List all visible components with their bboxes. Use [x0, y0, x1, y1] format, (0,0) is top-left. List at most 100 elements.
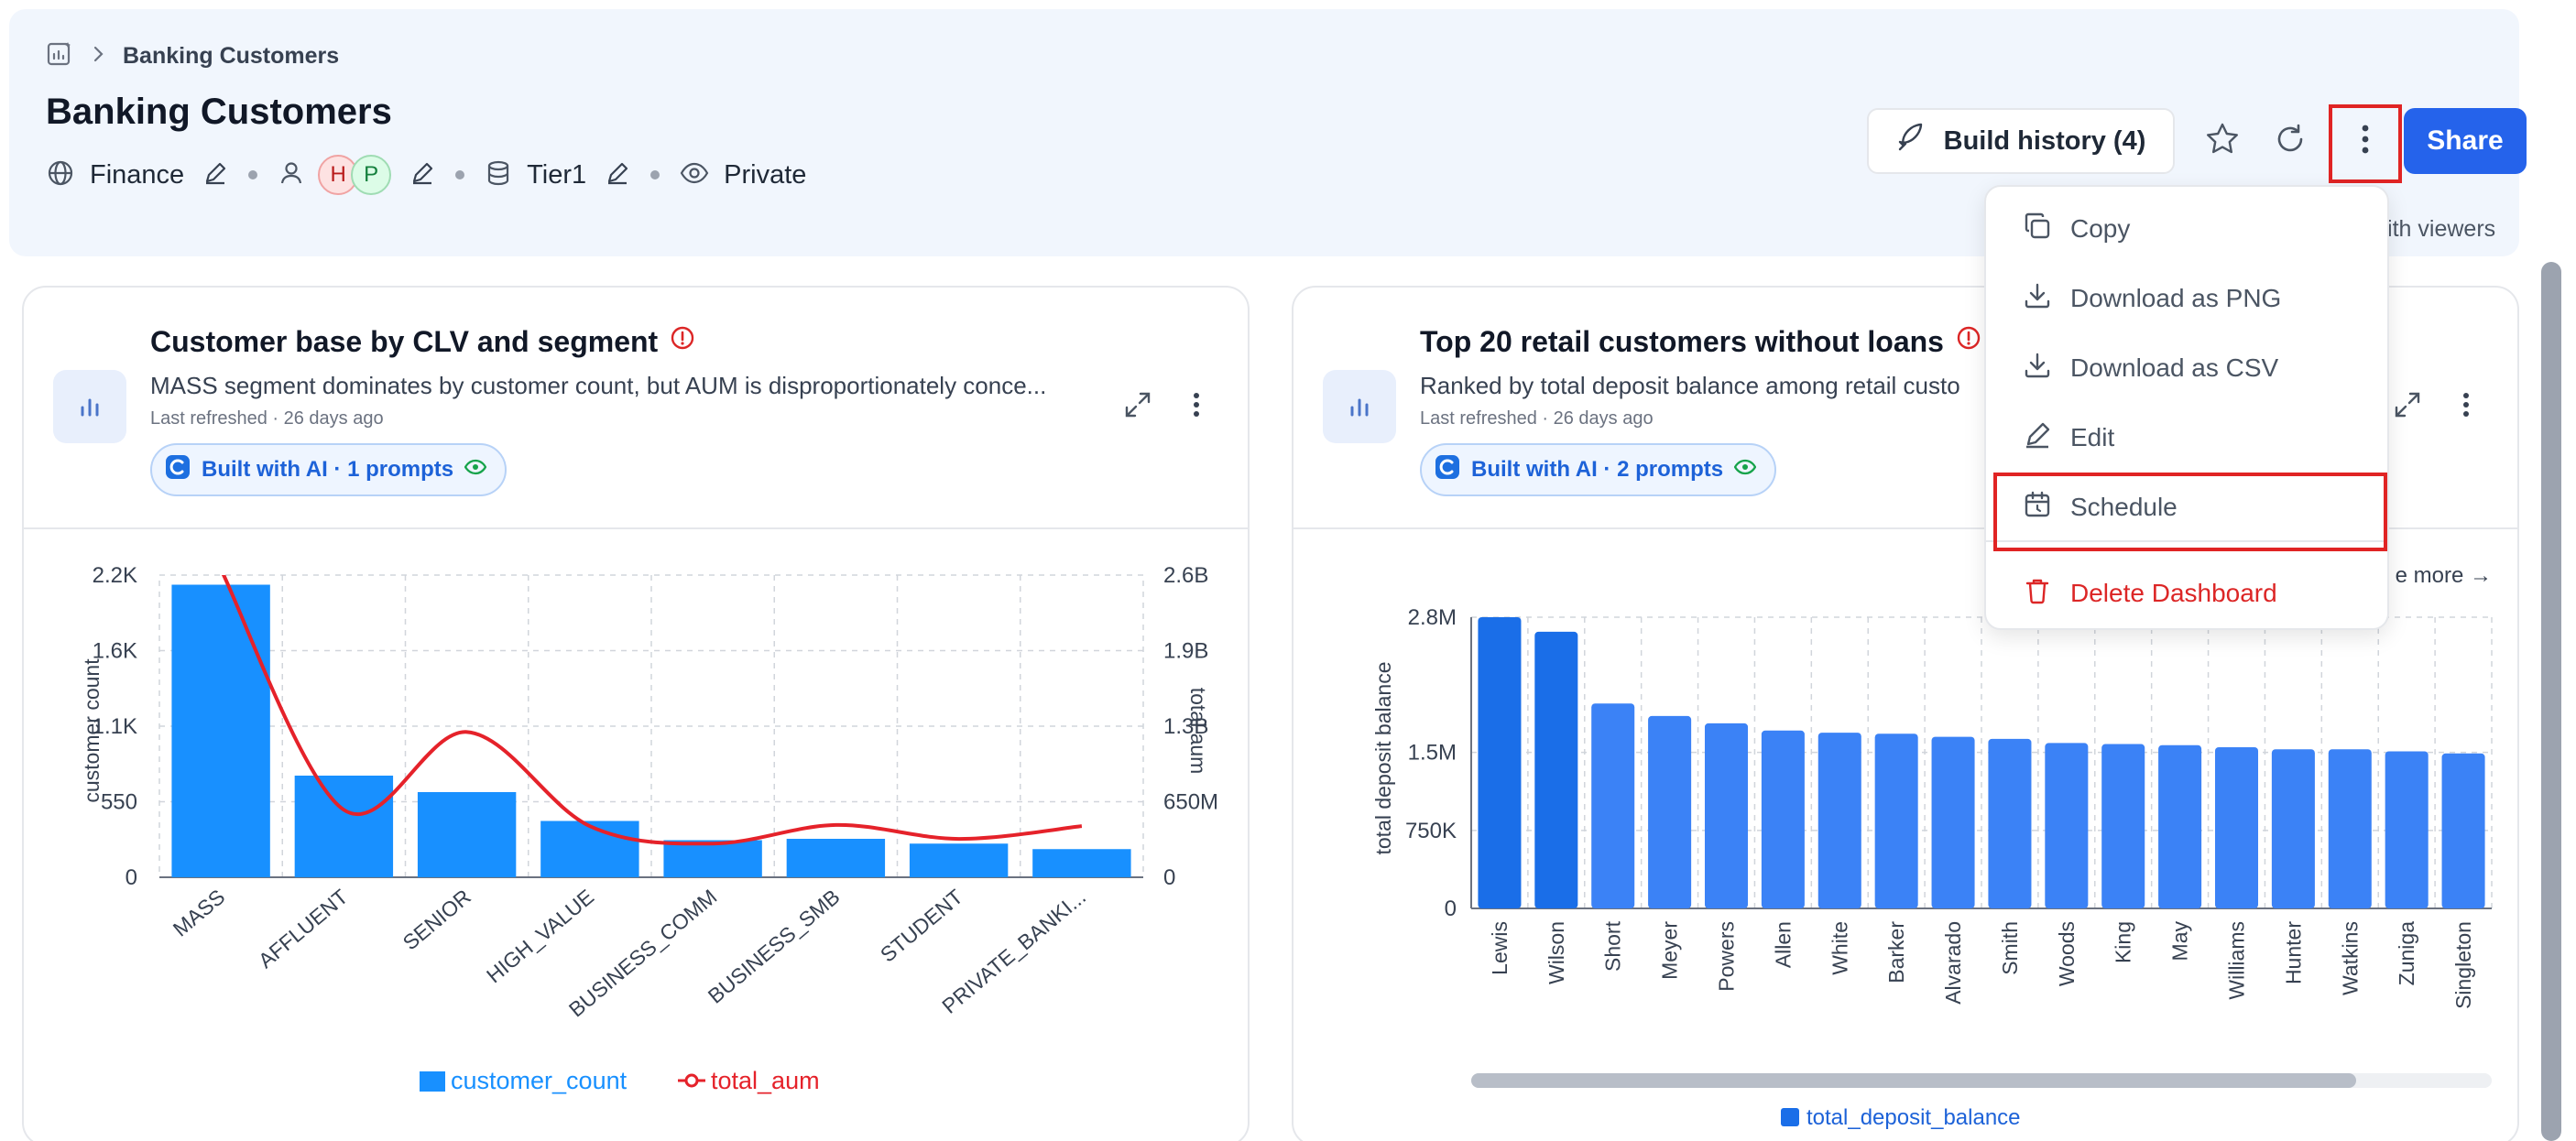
bar[interactable] — [540, 820, 639, 878]
bar[interactable] — [2328, 749, 2372, 908]
bar[interactable] — [1704, 723, 1749, 908]
bar[interactable] — [1931, 736, 1975, 908]
download-icon — [2023, 351, 2052, 386]
y-tick-label: 0 — [126, 865, 137, 890]
bar[interactable] — [2045, 743, 2089, 908]
x-tick-label: Short — [1601, 920, 1625, 972]
y2-tick-label: 1.9B — [1163, 639, 1208, 664]
menu-item-copy[interactable]: Copy — [1986, 194, 2391, 264]
legend-label-total-deposit-balance[interactable]: total_deposit_balance — [1806, 1105, 2021, 1130]
y2-tick-label: 650M — [1163, 790, 1218, 815]
bar[interactable] — [2385, 751, 2429, 908]
y2-tick-label: 2.6B — [1163, 563, 1208, 588]
kebab-icon — [2360, 123, 2371, 160]
chart-legend: total_deposit_balance — [1781, 1105, 2021, 1130]
edit-owners-pencil-icon[interactable] — [409, 160, 435, 190]
dashboard-meta: Finance H P Tier1 Private — [46, 154, 806, 196]
pencil-icon — [2023, 420, 2052, 456]
expand-button[interactable] — [1119, 388, 1156, 425]
avatar[interactable]: H — [318, 155, 359, 195]
bar[interactable] — [2271, 749, 2315, 908]
menu-divider — [1986, 540, 2389, 542]
edit-tier-pencil-icon[interactable] — [605, 160, 630, 190]
horizontal-scrollbar-thumb[interactable] — [1471, 1073, 2356, 1088]
bar[interactable] — [1534, 631, 1578, 908]
bar[interactable] — [1032, 849, 1131, 877]
menu-item-download-png[interactable]: Download as PNG — [1986, 264, 2391, 333]
bar[interactable] — [1761, 730, 1805, 908]
y-tick-label: 1.1K — [93, 714, 137, 739]
vertical-scrollbar[interactable] — [2541, 262, 2561, 1141]
refresh-button[interactable] — [2266, 117, 2314, 165]
card-divider — [1293, 527, 2517, 529]
x-tick-label: AFFLUENT — [254, 885, 353, 973]
expand-icon — [2393, 390, 2422, 424]
bar[interactable] — [1817, 733, 1861, 908]
card-title-text: Top 20 retail customers without loans — [1420, 324, 1944, 358]
more-options-button[interactable] — [2341, 117, 2389, 165]
bar-chart-icon — [53, 370, 126, 443]
x-tick-label: Williams — [2225, 921, 2249, 1000]
x-tick-label: Wilson — [1545, 921, 1568, 984]
visibility-label[interactable]: Private — [724, 159, 807, 190]
bar[interactable] — [1648, 715, 1692, 908]
bar[interactable] — [2214, 746, 2259, 908]
y-tick-label: 750K — [1405, 819, 1457, 843]
bar[interactable] — [786, 839, 886, 877]
x-tick-label: MASS — [169, 885, 230, 941]
see-more-link[interactable]: e more → — [2396, 563, 2492, 588]
warning-icon[interactable] — [669, 324, 696, 359]
owner-avatars[interactable]: H P — [318, 155, 392, 195]
bar[interactable] — [2158, 744, 2202, 908]
bar[interactable] — [417, 792, 517, 877]
card-menu-button[interactable] — [1178, 388, 1215, 425]
ai-badge-label: Built with AI · 2 prompts — [1471, 457, 1724, 482]
breadcrumb: Banking Customers — [46, 40, 339, 72]
card-menu-button[interactable] — [2448, 388, 2484, 425]
menu-item-schedule[interactable]: Schedule — [1986, 473, 2391, 542]
legend-swatch-total-deposit-balance — [1781, 1108, 1799, 1126]
bar[interactable] — [171, 584, 270, 878]
menu-item-delete-dashboard[interactable]: Delete Dashboard — [1986, 559, 2391, 628]
dashboard-options-menu: Copy Download as PNG Download as CSV Edi… — [1984, 185, 2389, 630]
dashboard-icon[interactable] — [46, 40, 73, 72]
clv-segment-chart: 0 550 1.1K 1.6K 2.2K 0 650M 1.3B 1.9B 2.6B MASS A… — [80, 563, 1218, 1094]
built-with-ai-badge[interactable]: Built with AI · 2 prompts — [1420, 443, 1777, 496]
refresh-icon — [2273, 122, 2308, 161]
x-tick-label: May — [2168, 921, 2192, 962]
ai-logo-icon — [1435, 454, 1460, 486]
y-tick-label: 550 — [101, 790, 137, 815]
favorite-button[interactable] — [2199, 117, 2246, 165]
built-with-ai-badge[interactable]: Built with AI · 1 prompts — [150, 443, 508, 496]
bar[interactable] — [1988, 738, 2032, 908]
menu-item-download-csv[interactable]: Download as CSV — [1986, 333, 2391, 403]
bar[interactable] — [1591, 703, 1635, 908]
share-button[interactable]: Share — [2404, 108, 2527, 174]
bar[interactable] — [909, 843, 1009, 877]
eye-icon — [1733, 457, 1757, 483]
warning-icon[interactable] — [1955, 324, 1982, 359]
bar[interactable] — [2441, 753, 2485, 908]
edit-domain-pencil-icon[interactable] — [202, 160, 228, 190]
y-tick-label: 0 — [1445, 896, 1457, 921]
build-history-button[interactable]: Build history (4) — [1867, 108, 2175, 174]
legend-label-customer-count[interactable]: customer_count — [451, 1067, 628, 1094]
series-line-total-aum[interactable] — [221, 570, 1083, 846]
legend-label-total-aum[interactable]: total_aum — [711, 1067, 820, 1094]
avatar[interactable]: P — [351, 155, 392, 195]
menu-item-edit[interactable]: Edit — [1986, 403, 2391, 473]
bar-chart-icon — [1323, 370, 1396, 443]
highlight-frame — [1993, 473, 2387, 551]
bar[interactable] — [294, 776, 394, 877]
bar[interactable] — [663, 840, 762, 878]
bar[interactable] — [1478, 617, 1522, 908]
expand-button[interactable] — [2389, 388, 2426, 425]
ai-badge-label: Built with AI · 1 prompts — [202, 457, 454, 482]
bar[interactable] — [1874, 734, 1918, 908]
bar[interactable] — [2101, 744, 2145, 908]
separator-dot — [248, 170, 258, 179]
x-tick-label: White — [1828, 921, 1851, 975]
card-description: Ranked by total deposit balance among re… — [1420, 372, 1960, 399]
globe-icon — [46, 158, 75, 192]
x-tick-label: Zuniga — [2395, 921, 2418, 986]
